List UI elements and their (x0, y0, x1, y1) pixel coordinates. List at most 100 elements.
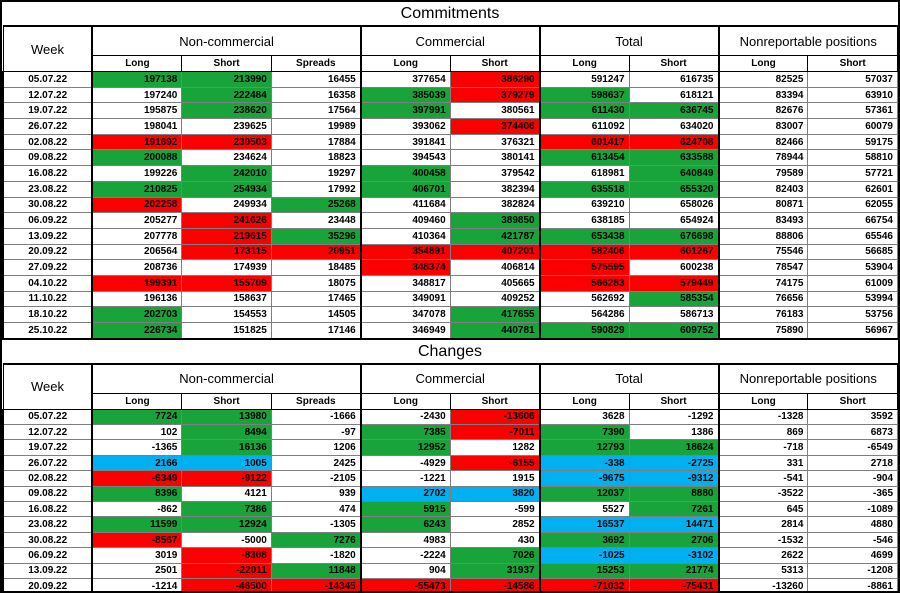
value-cell: 2852 (449, 516, 541, 533)
value-cell: -862 (91, 501, 183, 518)
col-header-c-short: Short (449, 392, 541, 410)
value-cell: 379279 (449, 86, 541, 104)
week-cell: 09.08.22 (2, 149, 94, 167)
value-cell: 380141 (449, 149, 541, 167)
col-header-nc-short: Short (181, 55, 272, 72)
value-cell: 19989 (270, 118, 362, 135)
value-cell: 624708 (628, 133, 720, 151)
value-cell: 393062 (359, 118, 451, 135)
value-cell: -46500 (181, 577, 272, 591)
value-cell: 2166 (91, 454, 183, 472)
value-cell: 200088 (91, 149, 183, 167)
value-cell: 19297 (270, 165, 362, 182)
value-cell: -8308 (181, 547, 272, 564)
week-cell: 26.07.22 (2, 454, 94, 472)
value-cell: 65546 (807, 227, 898, 245)
week-cell: 09.08.22 (2, 485, 94, 503)
col-header-c-long: Long (359, 55, 451, 72)
col-header-nc-long: Long (91, 55, 183, 72)
value-cell: 83493 (717, 212, 809, 229)
value-cell: 222484 (181, 86, 272, 104)
value-cell: 56967 (807, 321, 898, 340)
value-cell: 174939 (181, 259, 272, 276)
value-cell: 210825 (91, 180, 183, 198)
value-cell: 4983 (359, 531, 451, 549)
value-cell: 17884 (270, 133, 362, 151)
week-cell: 27.09.22 (2, 259, 94, 276)
value-cell: -75431 (628, 577, 720, 591)
value-cell: 59175 (807, 133, 898, 151)
col-header-nr-short: Short (807, 392, 898, 410)
value-cell: -1532 (717, 531, 809, 549)
col-header-c-long: Long (359, 392, 451, 410)
value-cell: 409460 (359, 212, 451, 229)
table-row: 09.08.22 8396 4121 939 2702 3820 12037 8880 -352… (2, 485, 898, 503)
week-cell: 04.10.22 (2, 274, 94, 292)
value-cell: -9312 (628, 470, 720, 487)
group-header-nonreportable: Nonreportable positions (717, 363, 898, 394)
value-cell: 12037 (538, 485, 630, 503)
value-cell: 635518 (538, 180, 630, 198)
week-cell: 18.10.22 (2, 306, 94, 323)
week-cell: 13.09.22 (2, 562, 94, 579)
value-cell: -1214 (91, 577, 183, 591)
value-cell: 53904 (807, 259, 898, 276)
value-cell: 640849 (628, 165, 720, 182)
value-cell: 23448 (270, 212, 362, 229)
value-cell: 939 (270, 485, 362, 503)
value-cell: 618981 (538, 165, 630, 182)
value-cell: 62055 (807, 196, 898, 214)
table-row: 12.07.22 102 8494 -97 7385 -7011 7390 1386 869 68… (2, 424, 898, 441)
value-cell: 230503 (181, 133, 272, 151)
value-cell: -71032 (538, 577, 630, 591)
group-header-commercial: Commercial (359, 363, 541, 394)
value-cell: 12952 (359, 439, 451, 456)
value-cell: 102 (91, 424, 183, 441)
value-cell: -9122 (181, 470, 272, 487)
value-cell: -1328 (717, 408, 809, 426)
col-header-nc-spreads: Spreads (270, 55, 362, 72)
group-header-total: Total (538, 363, 719, 394)
value-cell: 2425 (270, 454, 362, 472)
value-cell: 18075 (270, 274, 362, 292)
value-cell: -1305 (270, 516, 362, 533)
value-cell: 57037 (807, 71, 898, 88)
value-cell: 348817 (359, 274, 451, 292)
value-cell: 566283 (538, 274, 630, 292)
value-cell: -599 (449, 501, 541, 518)
value-cell: -97 (270, 424, 362, 441)
value-cell: 397991 (359, 102, 451, 120)
value-cell: -6155 (449, 454, 541, 472)
value-cell: -55473 (359, 577, 451, 591)
value-cell: 82403 (717, 180, 809, 198)
value-cell: 17564 (270, 102, 362, 120)
value-cell: 58810 (807, 149, 898, 167)
value-cell: 7276 (270, 531, 362, 549)
value-cell: 202258 (91, 196, 183, 214)
value-cell: -7011 (449, 424, 541, 441)
value-cell: 4699 (807, 547, 898, 564)
value-cell: 374406 (449, 118, 541, 135)
value-cell: 56685 (807, 243, 898, 261)
value-cell: 191692 (91, 133, 183, 151)
week-cell: 02.08.22 (2, 133, 94, 151)
value-cell: 4880 (807, 516, 898, 533)
value-cell: -22011 (181, 562, 272, 579)
value-cell: 8880 (628, 485, 720, 503)
value-cell: 8396 (91, 485, 183, 503)
value-cell: -1666 (270, 408, 362, 426)
col-header-nc-spreads: Spreads (270, 392, 362, 410)
week-cell: 19.07.22 (2, 102, 94, 120)
week-cell: 30.08.22 (2, 531, 94, 549)
value-cell: 21774 (628, 562, 720, 579)
value-cell: 406701 (359, 180, 451, 198)
value-cell: 613454 (538, 149, 630, 167)
week-column-header: Week (2, 363, 93, 410)
value-cell: 394543 (359, 149, 451, 167)
value-cell: 66754 (807, 212, 898, 229)
week-cell: 16.08.22 (2, 165, 94, 182)
value-cell: 16455 (270, 71, 362, 88)
week-cell: 05.07.22 (2, 71, 94, 88)
value-cell: 7724 (91, 408, 183, 426)
value-cell: 564286 (538, 306, 630, 323)
